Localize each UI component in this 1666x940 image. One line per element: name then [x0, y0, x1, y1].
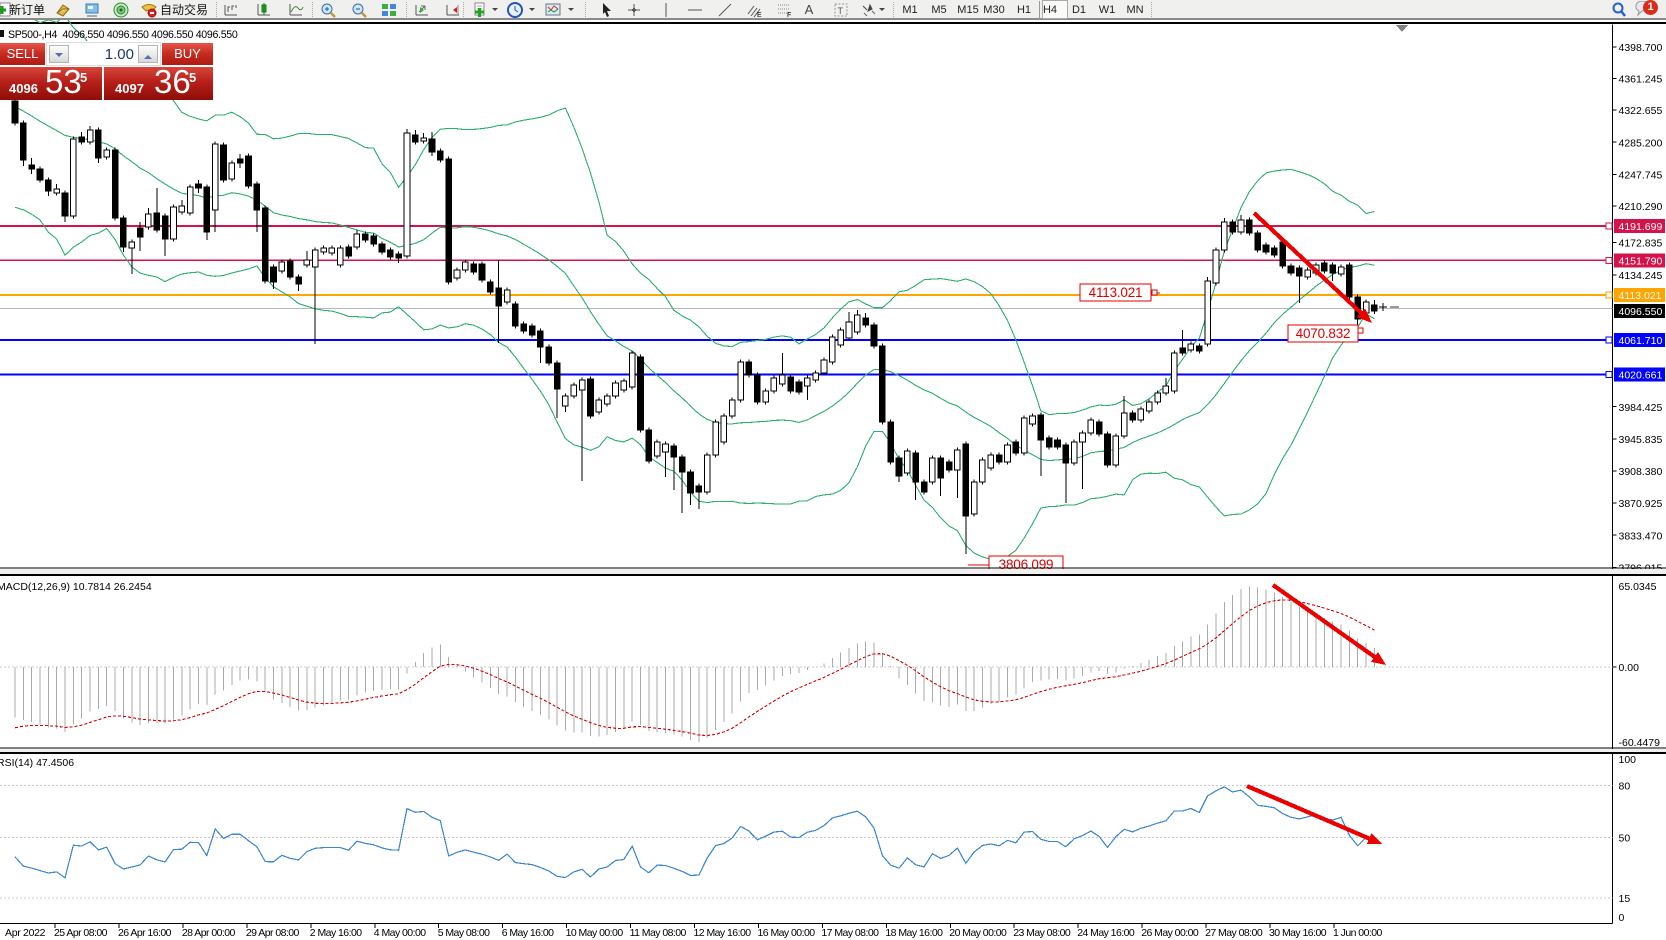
svg-text:3908.380: 3908.380 [1619, 466, 1663, 478]
svg-text:0.00: 0.00 [1619, 662, 1640, 674]
svg-text:SP500-,H4 4096.550 4096.550 4: SP500-,H4 4096.550 4096.550 4096.550 409… [8, 29, 238, 41]
svg-text:4113.021: 4113.021 [1089, 285, 1143, 300]
svg-text:27 May 08:00: 27 May 08:00 [1205, 927, 1263, 939]
svg-text:26 Apr 16:00: 26 Apr 16:00 [118, 927, 172, 939]
svg-text:-60.4479: -60.4479 [1619, 737, 1661, 749]
svg-text:26 May 00:00: 26 May 00:00 [1141, 927, 1199, 939]
svg-text:4070.832: 4070.832 [1296, 326, 1351, 341]
svg-text:18 May 16:00: 18 May 16:00 [885, 927, 943, 939]
svg-text:4113.021: 4113.021 [1619, 290, 1662, 302]
svg-text:100: 100 [1619, 754, 1637, 766]
svg-text:4322.655: 4322.655 [1619, 105, 1663, 117]
svg-text:65.0345: 65.0345 [1619, 581, 1657, 593]
svg-text:28 Apr 00:00: 28 Apr 00:00 [182, 927, 236, 939]
svg-text:1 Jun 00:00: 1 Jun 00:00 [1333, 927, 1383, 939]
svg-text:3945.835: 3945.835 [1619, 434, 1663, 446]
svg-text:RSI(14) 47.4506: RSI(14) 47.4506 [0, 757, 74, 769]
svg-text:4191.699: 4191.699 [1619, 221, 1663, 233]
svg-text:5 May 08:00: 5 May 08:00 [438, 927, 490, 939]
svg-text:16 May 00:00: 16 May 00:00 [758, 927, 816, 939]
svg-text:4398.700: 4398.700 [1619, 42, 1663, 54]
svg-text:23 May 08:00: 23 May 08:00 [1013, 927, 1071, 939]
svg-text:6 May 16:00: 6 May 16:00 [502, 927, 554, 939]
svg-text:25 Apr 08:00: 25 Apr 08:00 [54, 927, 108, 939]
svg-text:4061.710: 4061.710 [1619, 335, 1663, 347]
svg-text:E: E [757, 12, 762, 19]
svg-text:3984.425: 3984.425 [1619, 402, 1663, 414]
svg-text:20 May 00:00: 20 May 00:00 [949, 927, 1007, 939]
svg-text:12 May 16:00: 12 May 16:00 [694, 927, 752, 939]
svg-text:4172.835: 4172.835 [1619, 238, 1663, 250]
svg-text:80: 80 [1619, 781, 1631, 793]
svg-text:3833.470: 3833.470 [1619, 530, 1663, 542]
svg-text:4 May 00:00: 4 May 00:00 [374, 927, 426, 939]
svg-text:4247.745: 4247.745 [1619, 170, 1663, 182]
svg-text:MACD(12,26,9) 10.7814 26.2454: MACD(12,26,9) 10.7814 26.2454 [0, 581, 152, 593]
svg-text:4361.245: 4361.245 [1619, 74, 1663, 86]
svg-text:4134.245: 4134.245 [1619, 270, 1663, 282]
svg-text:30 May 16:00: 30 May 16:00 [1269, 927, 1327, 939]
svg-text:11 May 08:00: 11 May 08:00 [630, 927, 687, 939]
svg-text:4285.200: 4285.200 [1619, 137, 1663, 149]
svg-text:17 May 08:00: 17 May 08:00 [821, 927, 879, 939]
svg-text:F: F [787, 12, 791, 19]
svg-text:29 Apr 08:00: 29 Apr 08:00 [246, 927, 300, 939]
svg-text:4020.661: 4020.661 [1619, 370, 1663, 382]
svg-text:2 May 16:00: 2 May 16:00 [310, 927, 362, 939]
svg-text:4210.290: 4210.290 [1619, 201, 1663, 213]
svg-text:4096.550: 4096.550 [1619, 306, 1663, 318]
svg-text:3870.925: 3870.925 [1619, 498, 1663, 510]
svg-text:50: 50 [1619, 833, 1631, 845]
svg-text:10 May 00:00: 10 May 00:00 [566, 927, 624, 939]
svg-text:0: 0 [1619, 912, 1625, 924]
svg-text:24 May 16:00: 24 May 16:00 [1077, 927, 1135, 939]
svg-text:4151.790: 4151.790 [1619, 256, 1663, 268]
svg-text:T: T [838, 6, 844, 16]
svg-text:Apr 2022: Apr 2022 [5, 927, 46, 939]
svg-text:15: 15 [1619, 893, 1631, 905]
